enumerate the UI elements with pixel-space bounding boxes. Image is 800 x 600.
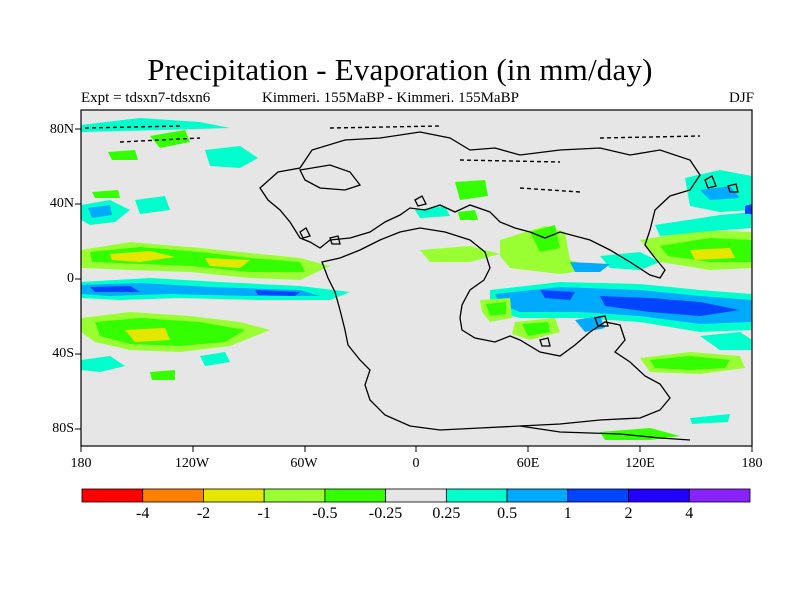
colorbar-label: 0.25 [432, 505, 461, 522]
lat-label-80n: 80N [49, 122, 74, 137]
colorbar-swatch [385, 488, 447, 503]
lat-label-equator: 0 [67, 271, 74, 286]
colorbar-swatch [324, 488, 387, 503]
lon-label-120e: 120E [625, 456, 655, 471]
colorbar-swatch [263, 488, 326, 503]
colorbar-label: 4 [685, 505, 694, 522]
colorbar-label: 1 [563, 505, 572, 522]
map-background [81, 110, 752, 446]
colorbar-label: -2 [196, 505, 211, 522]
plot-title: Precipitation - Evaporation (in mm/day) [147, 52, 653, 87]
season-label: DJF [728, 90, 754, 106]
lat-label-40n: 40N [49, 196, 74, 211]
lat-ticks [75, 128, 81, 430]
lon-label-180e: 180 [741, 456, 763, 471]
arctic-fragments [84, 125, 701, 193]
lon-label-180w: 180 [70, 456, 92, 471]
lon-label-60e: 60E [516, 456, 540, 471]
moisture-field-shading [81, 118, 752, 440]
map-field [81, 110, 752, 446]
colorbar-label: 0.5 [497, 505, 518, 522]
colorbar-swatch [142, 488, 204, 503]
lon-ticks [80, 446, 753, 452]
colorbar-label: -0.5 [312, 505, 338, 522]
colorbar-label: -1 [257, 505, 271, 522]
colorbar-swatch [506, 488, 569, 503]
colorbar-swatch [203, 488, 265, 503]
colorbar-swatch [81, 488, 144, 503]
lon-label-120w: 120W [174, 456, 210, 471]
scenario-label: Kimmeri. 155MaBP - Kimmeri. 155MaBP [262, 90, 519, 106]
lat-label-80s: 80S [52, 421, 74, 436]
experiment-label: Expt = tdsxn7-tdsxn6 [81, 90, 211, 106]
colorbar-swatch [567, 488, 629, 503]
colorbar-label: 2 [624, 505, 633, 522]
colorbar [81, 488, 751, 503]
colorbar-swatch [688, 488, 751, 503]
colorbar-label: -4 [136, 505, 150, 522]
colorbar-label: -0.25 [368, 505, 403, 522]
lon-label-0: 0 [412, 456, 420, 471]
colorbar-swatch [628, 488, 690, 503]
colorbar-swatch [445, 488, 508, 503]
coastlines [259, 131, 739, 441]
lon-label-60w: 60W [290, 456, 318, 471]
lat-label-40s: 40S [52, 346, 74, 361]
